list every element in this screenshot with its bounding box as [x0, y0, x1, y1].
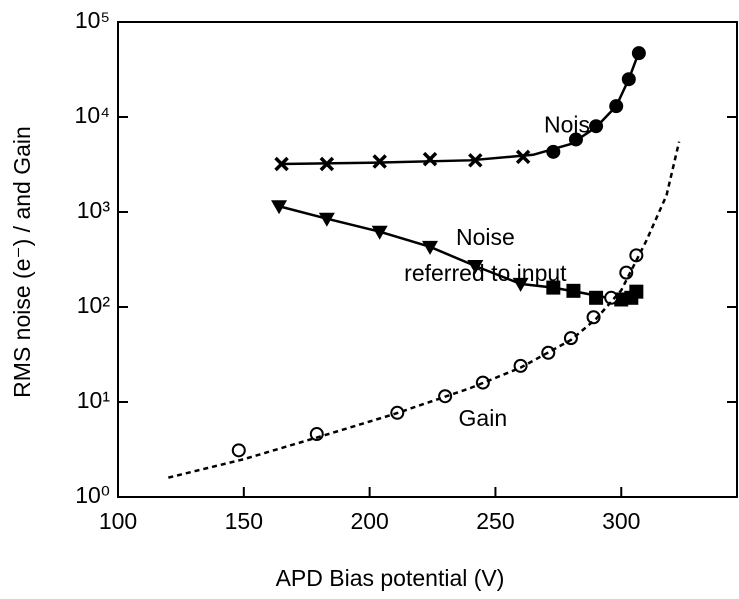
curve [281, 51, 641, 166]
x-tick-label: 200 [350, 508, 388, 534]
curve [168, 141, 681, 479]
y-tick-label: 10⁴ [75, 102, 110, 128]
open-circle-marker [563, 331, 578, 346]
curve [278, 205, 617, 301]
x-marker [422, 151, 438, 167]
open-circle-marker [629, 248, 644, 263]
y-tick-label: 10⁰ [75, 482, 110, 508]
y-tick-label: 10³ [77, 197, 111, 223]
square-marker [629, 284, 644, 299]
open-circle-marker [604, 290, 619, 305]
x-tick-label: 100 [99, 508, 137, 534]
y-tick-label: 10⁵ [75, 7, 110, 33]
x-axis-label: APD Bias potential (V) [276, 565, 505, 591]
x-tick-label: 300 [602, 508, 640, 534]
annotation: Noise [456, 224, 515, 250]
y-axis-label: RMS noise (e⁻) / and Gain [9, 126, 35, 398]
y-tick-label: 10¹ [77, 387, 111, 413]
y-tick-label: 10² [77, 292, 111, 318]
x-tick-label: 150 [225, 508, 263, 534]
square-marker [589, 290, 604, 305]
open-circle-marker [586, 310, 601, 325]
annotation: referred to input [404, 260, 567, 286]
open-circle-marker [513, 358, 528, 373]
open-circle-marker [231, 443, 246, 458]
plot-frame [117, 21, 738, 498]
annotation: Noise [544, 111, 603, 137]
x-tick-label: 250 [476, 508, 514, 534]
annotation: Gain [459, 405, 508, 431]
